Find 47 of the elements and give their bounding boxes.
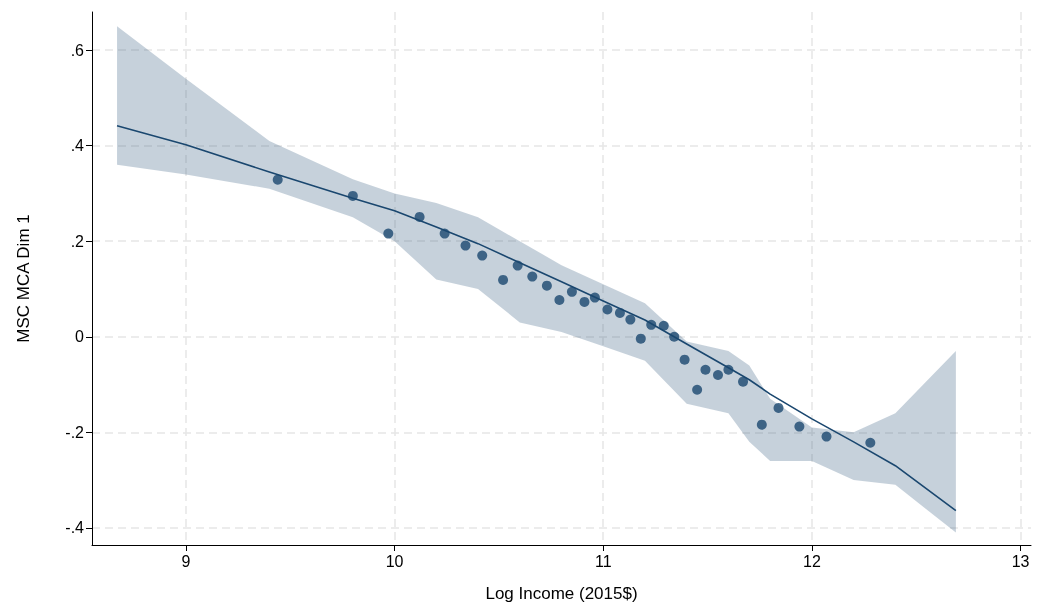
x-tick-label: 12 xyxy=(803,552,821,570)
point xyxy=(414,211,425,222)
point xyxy=(347,190,358,201)
point xyxy=(821,431,832,442)
point xyxy=(794,421,805,432)
y-tick-label: -.2 xyxy=(65,423,85,441)
point xyxy=(498,274,509,285)
point xyxy=(541,280,552,291)
line-series xyxy=(116,124,957,512)
point xyxy=(646,319,657,330)
point xyxy=(679,354,690,365)
point xyxy=(635,333,646,344)
point xyxy=(602,304,613,315)
point xyxy=(527,271,538,282)
point xyxy=(625,314,636,325)
point xyxy=(658,320,669,331)
point xyxy=(477,250,488,261)
y-tick-label: 0 xyxy=(75,328,85,346)
point xyxy=(512,260,523,271)
x-axis-title: Log Income (2015$) xyxy=(485,584,638,603)
x-tick-label: 11 xyxy=(594,552,612,570)
point xyxy=(773,402,784,413)
point xyxy=(439,228,450,239)
point xyxy=(692,384,703,395)
point xyxy=(756,419,767,430)
point xyxy=(713,369,723,380)
point xyxy=(554,294,565,305)
x-tick-label: 10 xyxy=(385,552,404,570)
point xyxy=(700,364,711,375)
y-tick-label: .2 xyxy=(70,232,85,250)
point xyxy=(723,364,734,375)
point xyxy=(566,286,577,297)
point xyxy=(272,174,283,185)
y-tick-label: -.4 xyxy=(65,519,85,537)
point xyxy=(460,240,471,251)
point xyxy=(669,331,680,342)
point xyxy=(865,437,876,448)
x-tick-label: 9 xyxy=(181,552,191,570)
point xyxy=(738,376,749,387)
point xyxy=(589,292,600,303)
point xyxy=(614,307,625,318)
point xyxy=(383,228,394,239)
y-axis-title: MSC MCA Dim 1 xyxy=(14,214,33,343)
point xyxy=(579,296,590,307)
y-tick-label: .6 xyxy=(70,41,85,59)
x-tick-label: 13 xyxy=(1011,552,1030,570)
y-tick-label: .4 xyxy=(70,137,85,155)
